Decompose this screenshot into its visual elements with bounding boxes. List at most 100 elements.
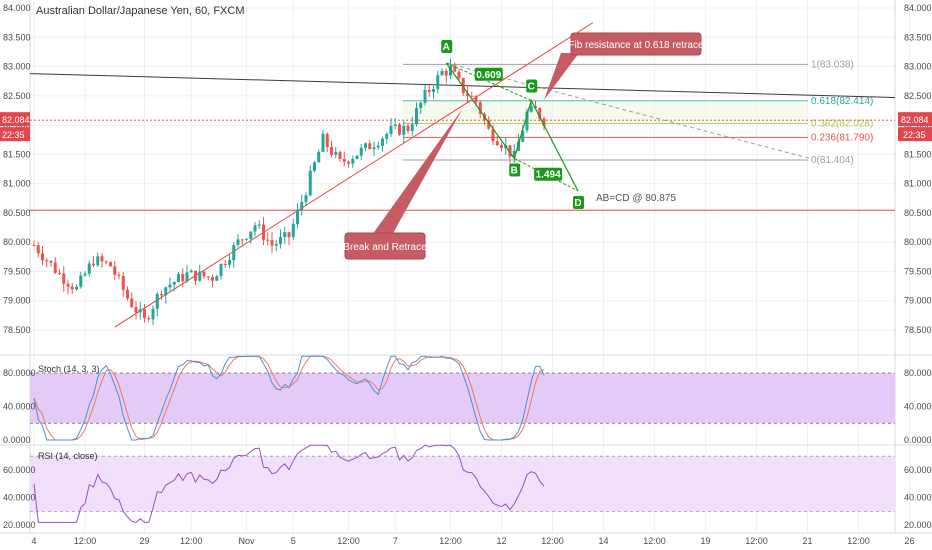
candle-body <box>534 106 537 109</box>
stoch-y-tick-right: 80.0000 <box>904 368 932 378</box>
y-tick-right: 79.500 <box>904 266 932 276</box>
candle-body <box>487 120 491 129</box>
candle-body <box>508 145 512 157</box>
rsi-y-tick-right: 20.0000 <box>904 520 932 530</box>
candle-body <box>32 245 36 247</box>
y-tick-left: 79.500 <box>3 266 31 276</box>
y-tick-right: 80.000 <box>904 237 932 247</box>
abcd-polyline <box>445 62 579 192</box>
candle-body <box>100 256 104 262</box>
x-tick-label: 12:00 <box>745 536 768 546</box>
stoch-y-tick-left: 0.0000 <box>3 435 31 445</box>
candle-body <box>347 161 350 164</box>
candle-body <box>461 78 465 94</box>
candle-series <box>32 58 546 325</box>
candle-body <box>304 195 308 202</box>
candle-body <box>49 260 53 263</box>
candle-body <box>279 237 282 244</box>
candle-body <box>41 253 44 261</box>
y-tick-left: 80.500 <box>3 208 31 218</box>
candle-body <box>338 152 342 159</box>
candle-body <box>521 130 525 142</box>
candle-body <box>96 256 100 266</box>
candle-body <box>330 147 333 155</box>
candle-body <box>189 270 193 273</box>
callout-text: Break and Retrace <box>343 242 427 253</box>
candle-body <box>223 264 227 266</box>
grid-layer <box>0 0 932 534</box>
x-tick-label: 26 <box>904 536 914 546</box>
fib-zone <box>403 100 808 124</box>
candle-body <box>194 270 197 281</box>
fib-level-label: 0.618(82.414) <box>811 96 873 107</box>
candle-body <box>126 289 129 299</box>
stoch-label[interactable]: Stoch (14, 3, 3) <box>38 364 100 374</box>
annotation-callouts[interactable]: Fib resistance at 0.618 retrace Break and… <box>343 32 704 260</box>
x-tick-label: 12:00 <box>74 536 97 546</box>
rsi-label[interactable]: RSI (14, close) <box>38 451 98 461</box>
candle-body <box>236 239 240 245</box>
candle-body <box>440 70 444 76</box>
y-tick-left: 83.500 <box>3 32 31 42</box>
candle-body <box>274 243 278 246</box>
ac-diagonal <box>446 62 532 101</box>
harmonic-point-badge <box>526 79 538 93</box>
candle-body <box>436 75 440 89</box>
x-tick-label: 12:00 <box>847 536 870 546</box>
candle-body <box>232 244 236 261</box>
candle-body <box>402 125 406 135</box>
candle-body <box>172 282 176 285</box>
stoch-band <box>30 373 895 424</box>
candle-body <box>474 96 478 103</box>
rsi-band <box>30 456 895 512</box>
callout-pointer <box>372 108 463 235</box>
candle-body <box>45 260 49 262</box>
candle-body <box>368 143 372 150</box>
axes-layer: 84.000 84.000 83.500 83.500 83.000 83.000 82.5… <box>0 3 932 546</box>
candle-body <box>181 274 185 282</box>
y-tick-left: 78.500 <box>3 325 31 335</box>
countdown-badge-right <box>898 127 932 142</box>
candle-body <box>296 209 299 224</box>
candle-body <box>525 111 529 131</box>
candle-body <box>253 225 257 232</box>
y-tick-left: 80.000 <box>3 237 31 247</box>
candle-body <box>415 108 418 125</box>
candle-body <box>151 308 155 320</box>
candle-body <box>87 263 91 274</box>
stoch-y-tick-right: 40.0000 <box>904 402 932 412</box>
candle-body <box>449 66 452 76</box>
candle-body <box>453 66 457 72</box>
x-tick-label: 21 <box>802 536 812 546</box>
candle-body <box>381 138 384 146</box>
abcd-pattern[interactable]: A B C D 0.609 1.494 <box>441 40 584 209</box>
candle-body <box>160 294 163 296</box>
fib-level-label: 0(81.404) <box>811 155 854 166</box>
candle-body <box>202 271 206 277</box>
candle-body <box>491 128 495 142</box>
candle-body <box>444 70 448 76</box>
rsi-line <box>33 444 545 523</box>
candle-body <box>58 272 61 274</box>
candle-body <box>342 158 346 162</box>
rsi-y-tick-right: 40.0000 <box>904 493 932 503</box>
candle-body <box>283 232 287 238</box>
candle-body <box>317 151 321 163</box>
candle-body <box>287 232 291 238</box>
rsi-y-tick-left: 20.0000 <box>3 520 36 530</box>
candle-body <box>121 275 125 290</box>
last-price-left: 82.084 <box>2 115 30 125</box>
abcd-label: AB=CD @ 80.875 <box>596 193 676 204</box>
y-tick-left: 82.500 <box>3 91 31 101</box>
candle-body <box>198 271 202 281</box>
callout-box <box>570 32 702 56</box>
x-tick-label: 12:00 <box>337 536 360 546</box>
rsi-y-tick-right: 60.0000 <box>904 465 932 475</box>
y-tick-right: 83.000 <box>904 62 932 72</box>
y-tick-left: 83.000 <box>3 62 31 72</box>
last-price-badge-left <box>0 112 30 127</box>
harmonic-point-badge <box>441 40 453 54</box>
chart-title: Australian Dollar/Japanese Yen, 60, FXCM <box>36 5 245 17</box>
harmonic-point-label: D <box>574 198 581 209</box>
